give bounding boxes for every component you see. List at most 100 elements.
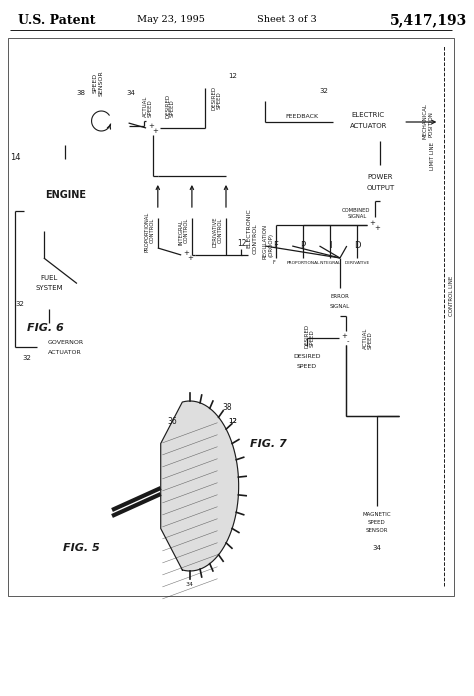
Polygon shape	[161, 401, 238, 571]
Circle shape	[181, 248, 195, 262]
Text: P: P	[301, 242, 306, 251]
Text: SPEED: SPEED	[309, 329, 314, 347]
Text: F: F	[273, 242, 278, 251]
Text: ENGINE: ENGINE	[45, 190, 86, 200]
Bar	[24, 159, 106, 231]
Bar	[347, 234, 368, 258]
Text: SPEED: SPEED	[93, 73, 98, 93]
Text: D: D	[354, 242, 361, 251]
Text: OUTPUT: OUTPUT	[366, 185, 394, 191]
Bar	[149, 489, 161, 501]
Text: (DROOP): (DROOP)	[268, 233, 273, 257]
Text: 34: 34	[186, 581, 194, 587]
Text: CONTROL: CONTROL	[149, 217, 155, 243]
Text: INTEGRAL: INTEGRAL	[319, 261, 341, 265]
Text: DESIRED: DESIRED	[304, 324, 310, 348]
Text: ERROR: ERROR	[330, 294, 349, 299]
Text: -: -	[346, 338, 349, 344]
Text: +: +	[148, 123, 154, 129]
Text: SIGNAL: SIGNAL	[330, 303, 350, 308]
Text: 14: 14	[10, 152, 21, 161]
Text: SYSTEM: SYSTEM	[36, 285, 63, 290]
Text: 32: 32	[319, 88, 328, 94]
Text: FEEDBACK: FEEDBACK	[285, 115, 319, 120]
Text: SPEED: SPEED	[147, 99, 153, 117]
Text: CONTROL: CONTROL	[183, 217, 189, 243]
Text: FIG. 5: FIG. 5	[64, 543, 100, 553]
Text: 34: 34	[126, 90, 135, 96]
Text: I: I	[329, 242, 331, 251]
Bar	[211, 176, 241, 218]
Text: REGULATION: REGULATION	[263, 223, 267, 258]
Bar	[182, 577, 198, 591]
Text: Sheet 3 of 3: Sheet 3 of 3	[257, 15, 317, 24]
Text: +: +	[369, 220, 375, 226]
Text: ELECTRONIC: ELECTRONIC	[247, 209, 252, 248]
Text: SENSOR: SENSOR	[366, 528, 388, 534]
Text: SIGNAL: SIGNAL	[348, 214, 367, 219]
Text: 36: 36	[167, 416, 177, 425]
Text: MECHANICAL: MECHANICAL	[422, 103, 427, 139]
Text: FIG. 6: FIG. 6	[27, 323, 64, 333]
Bar	[88, 101, 128, 145]
Text: ACTUATOR: ACTUATOR	[349, 123, 387, 129]
Text: ACTUAL: ACTUAL	[363, 327, 368, 349]
Circle shape	[146, 121, 160, 135]
Bar	[354, 165, 407, 201]
Bar	[283, 346, 330, 378]
Bar	[8, 38, 454, 596]
Text: +: +	[187, 255, 193, 261]
Text: SPEED: SPEED	[217, 91, 222, 109]
Bar	[319, 234, 341, 258]
Text: LIMIT LINE: LIMIT LINE	[430, 142, 435, 170]
Bar	[333, 103, 403, 141]
Text: 32: 32	[23, 355, 32, 361]
Text: SPEED: SPEED	[368, 331, 373, 349]
Text: SPEED: SPEED	[297, 363, 317, 368]
Text: DESIRED: DESIRED	[165, 94, 170, 118]
Text: COMBINED: COMBINED	[341, 209, 370, 214]
Bar	[39, 308, 60, 324]
Bar	[241, 71, 440, 426]
Circle shape	[339, 331, 353, 345]
Text: SENSOR: SENSOR	[99, 70, 104, 96]
Text: +: +	[341, 333, 347, 339]
Bar	[177, 176, 207, 218]
Text: FUEL: FUEL	[40, 276, 58, 281]
Text: ELECTRIC: ELECTRIC	[352, 112, 385, 118]
Text: CONTROL: CONTROL	[253, 223, 258, 254]
Text: DERIVATIVE: DERIVATIVE	[213, 216, 218, 247]
Text: F: F	[273, 260, 275, 265]
Text: POSITION: POSITION	[428, 111, 433, 137]
Bar	[37, 323, 93, 371]
Bar	[143, 176, 173, 218]
Text: +: +	[152, 128, 158, 134]
Text: 12: 12	[228, 73, 237, 79]
Text: PROPORTIONAL: PROPORTIONAL	[145, 212, 150, 252]
Text: CONTROL: CONTROL	[218, 217, 223, 243]
Text: 12: 12	[228, 418, 237, 424]
Text: DERIVATIVE: DERIVATIVE	[345, 261, 370, 265]
Text: 32: 32	[15, 301, 24, 307]
Text: FIG. 7: FIG. 7	[250, 439, 287, 449]
Text: DESIRED: DESIRED	[212, 86, 217, 110]
Text: 34: 34	[373, 545, 382, 551]
Text: 38: 38	[76, 90, 85, 96]
Text: 12: 12	[237, 239, 246, 248]
Bar	[353, 506, 401, 540]
Bar	[21, 258, 77, 309]
Text: CONTROL LINE: CONTROL LINE	[449, 276, 455, 316]
Bar	[292, 234, 314, 258]
Text: SPEED: SPEED	[368, 521, 386, 525]
Text: May 23, 1995: May 23, 1995	[137, 15, 204, 24]
Text: ACTUAL: ACTUAL	[143, 95, 147, 117]
Text: DESIRED: DESIRED	[293, 354, 320, 358]
Text: PROPORTIONAL: PROPORTIONAL	[286, 261, 319, 265]
Bar	[326, 288, 354, 316]
Text: ACTUATOR: ACTUATOR	[48, 349, 82, 354]
Text: 5,417,193: 5,417,193	[390, 13, 467, 27]
Bar	[265, 234, 286, 258]
Text: +: +	[374, 225, 380, 231]
Text: U.S. Patent: U.S. Patent	[18, 13, 95, 26]
Text: +: +	[183, 250, 189, 256]
